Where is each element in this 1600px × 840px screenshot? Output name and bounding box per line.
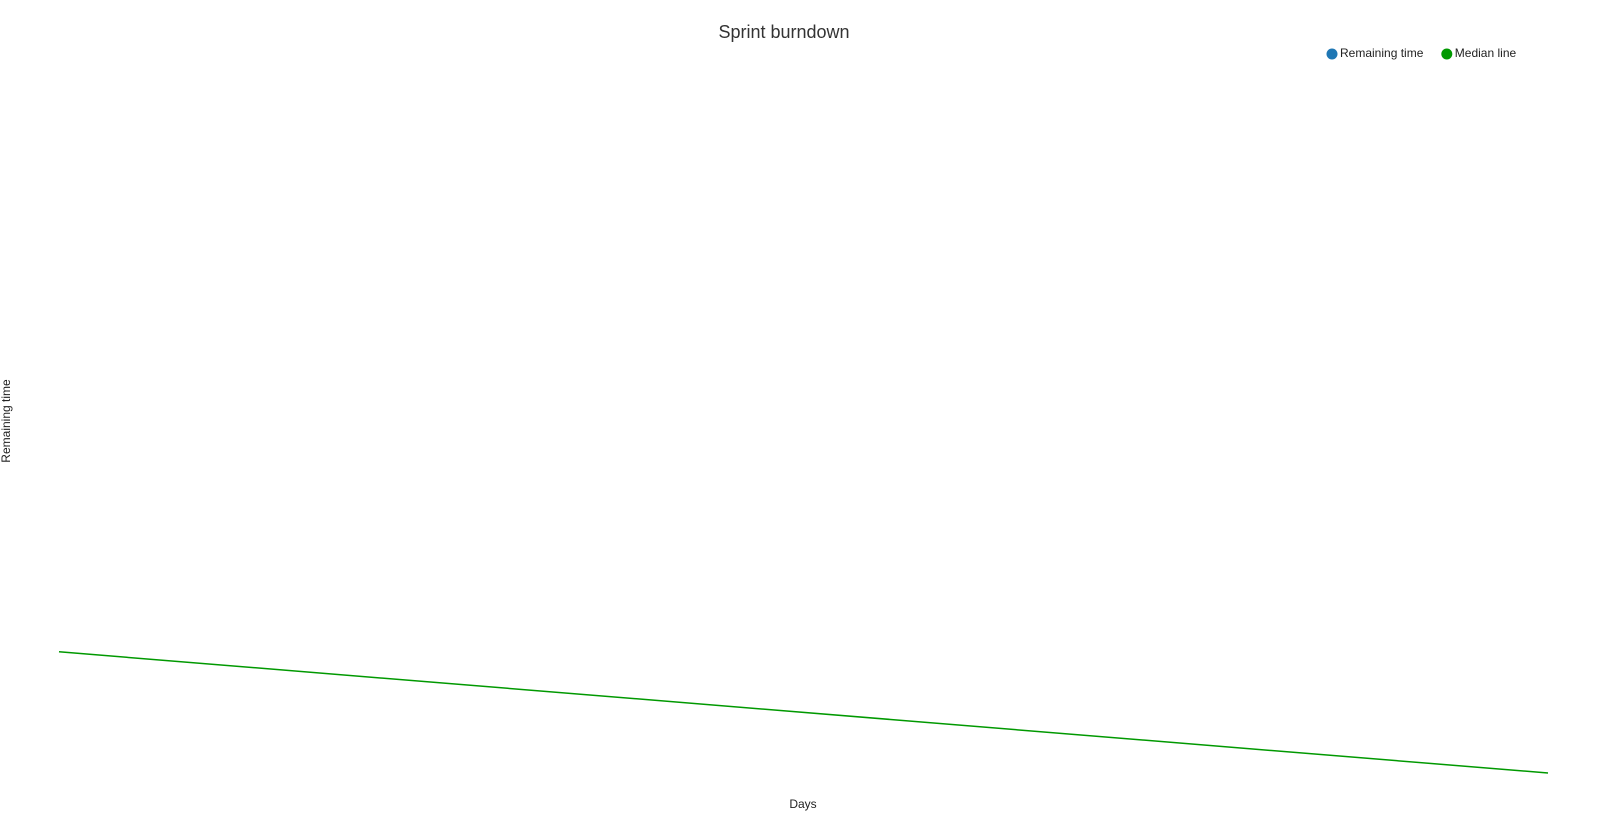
legend-marker: [1326, 48, 1338, 60]
x-axis-label: Days: [789, 797, 816, 811]
series-line: [58, 651, 1549, 774]
chart-title: Sprint burndown: [718, 22, 849, 42]
legend-label: Median line: [1455, 46, 1517, 60]
legend-label: Remaining time: [1340, 46, 1424, 60]
y-axis-label: Remaining time: [0, 379, 13, 463]
legend-marker: [1441, 48, 1453, 60]
